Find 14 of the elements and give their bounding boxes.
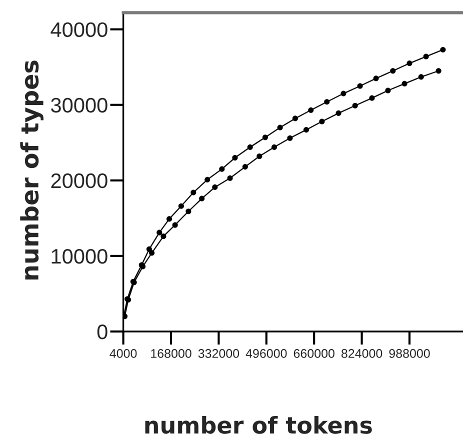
x-tick-label: 168000 — [151, 349, 192, 358]
x-tick-label: 824000 — [341, 349, 382, 358]
y-tick-label: 10000 — [52, 248, 108, 264]
y-tick-label: 0 — [97, 324, 108, 340]
y-axis-title: number of types — [20, 60, 44, 280]
x-tick-label: 660000 — [294, 349, 334, 358]
y-tick-label: 40000 — [50, 22, 108, 38]
x-axis-title: number of tokens — [145, 416, 372, 434]
y-tick-label: 30000 — [51, 98, 108, 113]
y-tick-label: 20000 — [51, 173, 108, 188]
x-tick-label: 332000 — [198, 349, 240, 358]
x-tick-label: 4000 — [110, 349, 137, 358]
x-tick-label: 988000 — [389, 349, 430, 358]
x-tick-label: 496000 — [246, 349, 287, 358]
